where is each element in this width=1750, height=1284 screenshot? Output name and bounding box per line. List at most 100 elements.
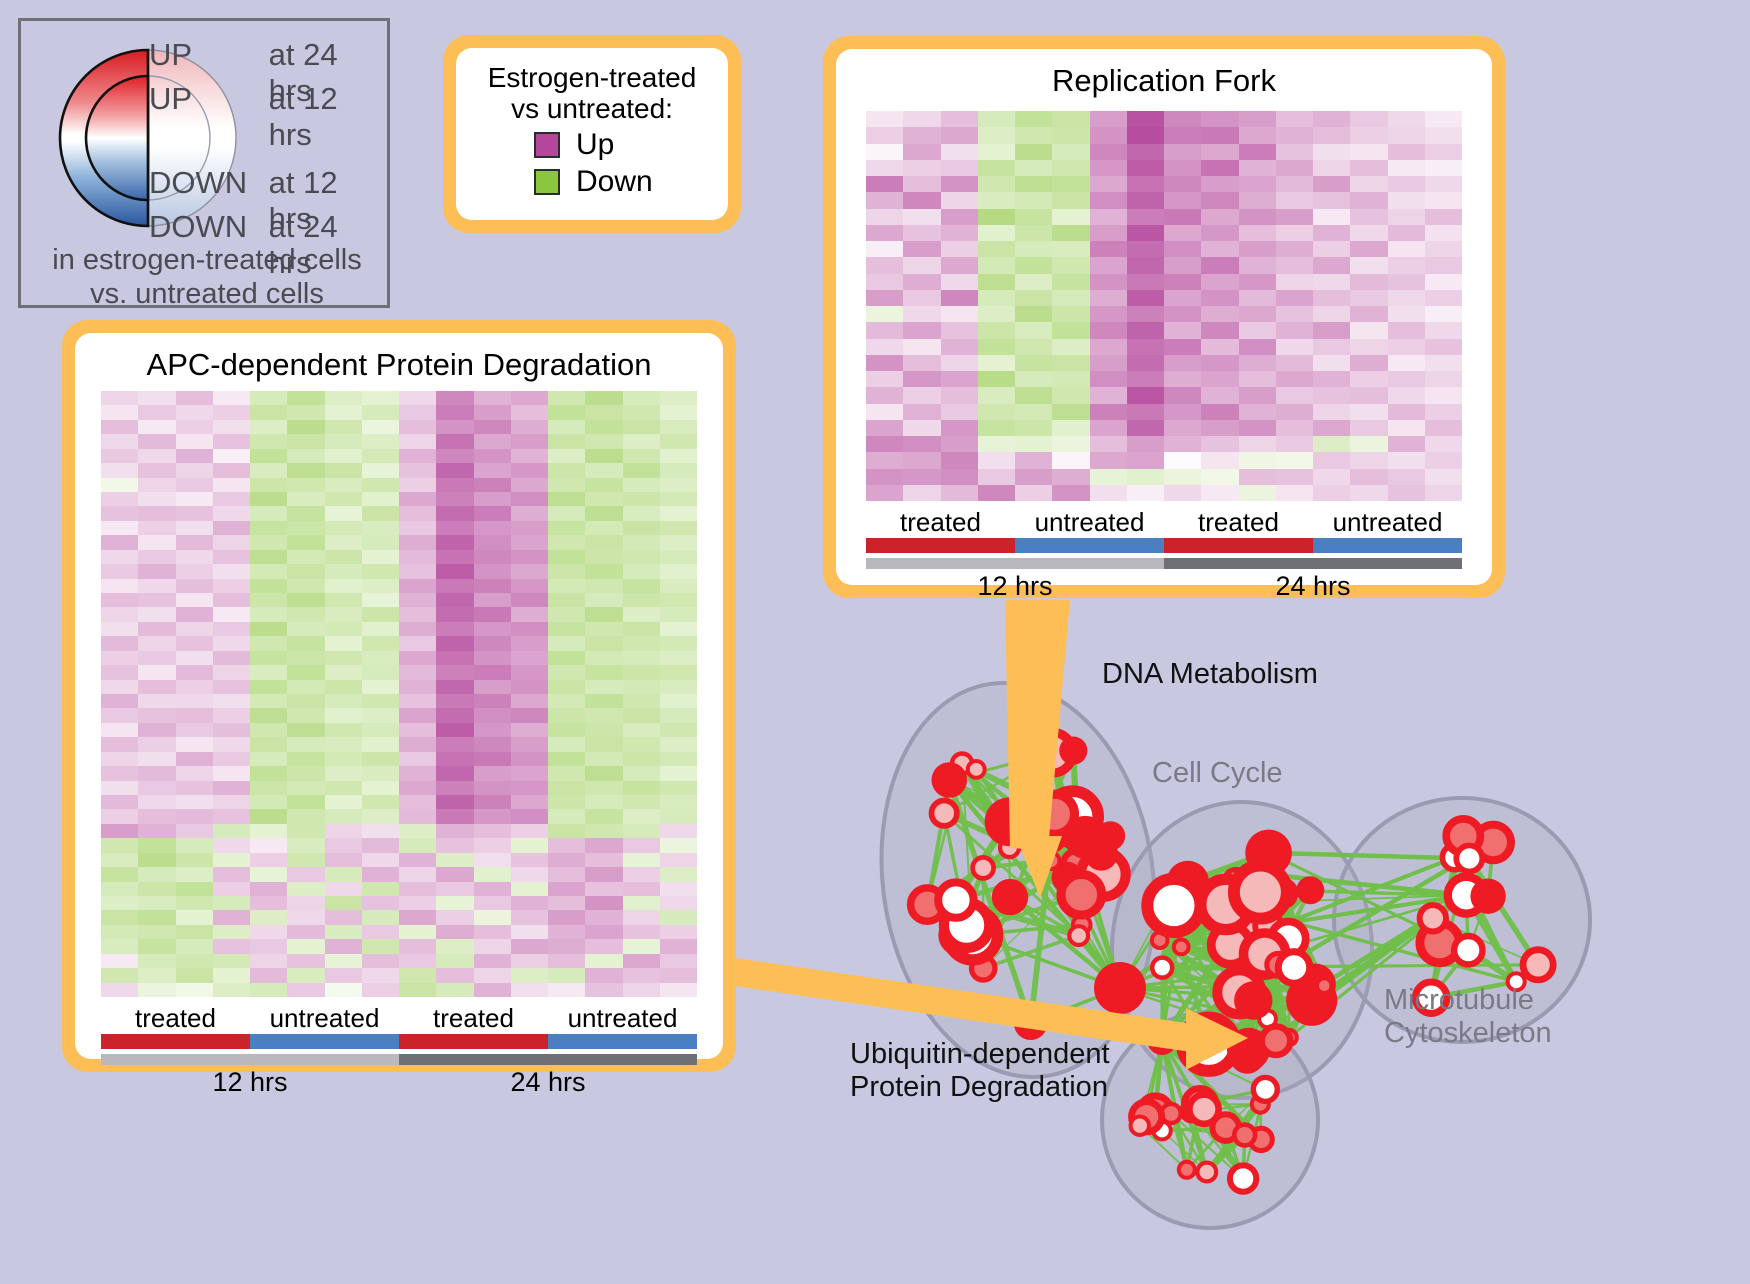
network-node[interactable] — [1131, 1117, 1149, 1135]
network-node[interactable] — [1152, 958, 1172, 978]
apc-heatmap — [101, 391, 697, 997]
heatmap-cell — [1127, 209, 1164, 225]
network-node[interactable] — [1262, 1026, 1291, 1055]
heatmap-cell — [399, 579, 436, 593]
heatmap-cell — [585, 795, 622, 809]
heatmap-cell — [325, 420, 362, 434]
heatmap-cell — [287, 506, 324, 520]
heatmap-cell — [623, 795, 660, 809]
heatmap-cell — [1127, 404, 1164, 420]
network-node[interactable] — [938, 882, 973, 917]
heatmap-cell — [660, 925, 697, 939]
heatmap-cell — [548, 391, 585, 405]
heatmap-cell — [138, 983, 175, 997]
network-node[interactable] — [1296, 876, 1324, 904]
heatmap-cell — [287, 838, 324, 852]
heatmap-cell — [978, 241, 1015, 257]
heatmap-cell — [1201, 469, 1238, 485]
heatmap-cell — [138, 636, 175, 650]
heatmap-cell — [399, 925, 436, 939]
heatmap-cell — [548, 752, 585, 766]
heatmap-cell — [941, 469, 978, 485]
network-node[interactable] — [1189, 1095, 1218, 1124]
heatmap-cell — [1388, 127, 1425, 143]
heatmap-cell — [176, 882, 213, 896]
heatmap-cell — [585, 708, 622, 722]
network-node[interactable] — [1454, 936, 1482, 964]
network-node[interactable] — [985, 798, 1034, 847]
network-node[interactable] — [1456, 846, 1482, 872]
heatmap-cell — [474, 954, 511, 968]
time-label: 24 hrs — [1164, 571, 1462, 602]
network-node[interactable] — [1069, 926, 1088, 945]
network-node[interactable] — [1179, 1162, 1195, 1178]
network-node[interactable] — [1059, 737, 1087, 765]
heatmap-cell — [1164, 209, 1201, 225]
heatmap-cell — [1388, 452, 1425, 468]
network-node[interactable] — [1523, 950, 1553, 980]
heatmap-cell — [866, 127, 903, 143]
heatmap-cell — [978, 176, 1015, 192]
network-node[interactable] — [1147, 879, 1200, 932]
heatmap-cell — [176, 708, 213, 722]
heatmap-cell — [213, 564, 250, 578]
heatmap-cell — [213, 882, 250, 896]
heatmap-cell — [1276, 485, 1313, 501]
network-node[interactable] — [1317, 978, 1332, 993]
heatmap-cell — [941, 387, 978, 403]
network-node[interactable] — [932, 801, 957, 826]
network-node[interactable] — [1234, 866, 1287, 919]
network-node[interactable] — [932, 762, 968, 798]
network-node[interactable] — [1230, 1165, 1256, 1191]
heatmap-cell — [399, 694, 436, 708]
heatmap-cell — [548, 535, 585, 549]
heatmap-cell — [1090, 306, 1127, 322]
network-node[interactable] — [1096, 821, 1125, 850]
heatmap-cell — [1090, 436, 1127, 452]
heatmap-cell — [436, 910, 473, 924]
network-node[interactable] — [1147, 1025, 1177, 1055]
heatmap-cell — [474, 766, 511, 780]
heatmap-cell — [511, 391, 548, 405]
heatmap-cell — [101, 723, 138, 737]
network-node[interactable] — [1234, 1125, 1255, 1146]
heatmap-cell — [436, 680, 473, 694]
heatmap-cell — [1276, 257, 1313, 273]
heatmap-cell — [213, 939, 250, 953]
heatmap-cell — [941, 436, 978, 452]
heatmap-cell — [436, 593, 473, 607]
network-node[interactable] — [1094, 962, 1146, 1014]
network-node[interactable] — [1197, 1163, 1216, 1182]
network-node[interactable] — [1420, 905, 1446, 931]
heatmap-cell — [1127, 452, 1164, 468]
heatmap-cell — [436, 896, 473, 910]
heatmap-cell — [250, 492, 287, 506]
heatmap-cell — [1313, 192, 1350, 208]
network-node[interactable] — [968, 761, 985, 778]
heatmap-cell — [903, 355, 940, 371]
heatmap-cell — [362, 607, 399, 621]
network-node[interactable] — [973, 857, 994, 878]
network-node[interactable] — [1253, 1077, 1277, 1101]
network-node[interactable] — [992, 879, 1028, 915]
heatmap-cell — [660, 665, 697, 679]
heatmap-cell — [548, 521, 585, 535]
heatmap-cell — [623, 636, 660, 650]
heatmap-cell — [1313, 176, 1350, 192]
network-node[interactable] — [1234, 981, 1272, 1019]
heatmap-cell — [399, 853, 436, 867]
heatmap-cell — [362, 449, 399, 463]
network-node[interactable] — [1061, 874, 1102, 915]
heatmap-cell — [101, 781, 138, 795]
heatmap-cell — [548, 737, 585, 751]
heatmap-cell — [585, 506, 622, 520]
network-node[interactable] — [1174, 940, 1189, 955]
heatmap-cell — [660, 405, 697, 419]
heatmap-cell — [585, 882, 622, 896]
network-node[interactable] — [1470, 879, 1505, 914]
network-node[interactable] — [1278, 952, 1310, 984]
network-node[interactable] — [1182, 1018, 1235, 1071]
network-node[interactable] — [1014, 1006, 1048, 1040]
network-node[interactable] — [1034, 794, 1074, 834]
heatmap-cell — [1052, 371, 1089, 387]
